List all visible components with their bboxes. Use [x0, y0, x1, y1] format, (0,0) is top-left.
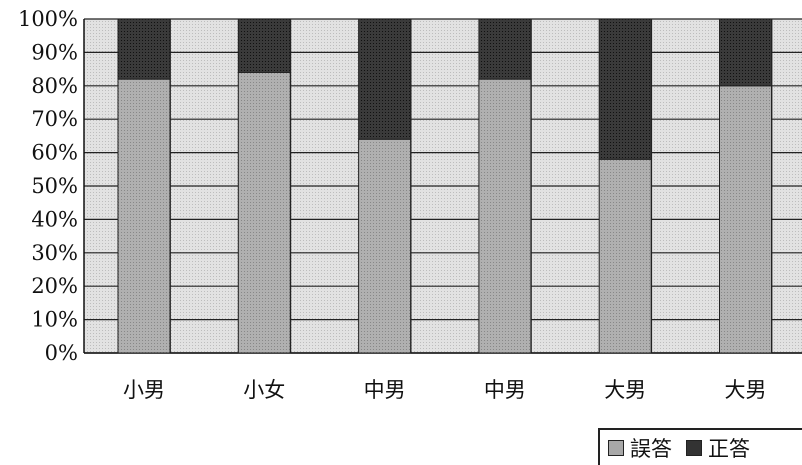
y-tick-label-0: 0% [45, 341, 78, 365]
x-tick-label-0: 小男 [123, 378, 165, 402]
x-tick-label-2: 中男 [364, 378, 406, 402]
bar-2-series-1 [358, 18, 412, 140]
bar-1-series-1 [237, 18, 291, 73]
legend-item-series-0: 誤答 [608, 433, 672, 463]
y-tick-label-3: 30% [31, 241, 78, 265]
bar-5-series-0 [719, 85, 772, 354]
bar-5-series-1 [719, 18, 772, 87]
x-tick-label-1: 小女 [243, 378, 285, 402]
bar-1-series-0 [237, 71, 291, 354]
y-tick-label-8: 80% [31, 74, 78, 98]
bar-3-series-1 [478, 18, 532, 80]
y-axis: 0% 10% 20% 30% 40% 50% 60% 70% 80% 90% 100% [18, 7, 802, 365]
bar-4-series-1 [598, 18, 652, 160]
y-tick-label-4: 40% [31, 207, 78, 231]
legend-item-series-1: 正答 [686, 433, 750, 463]
legend-label-series-0: 誤答 [630, 436, 672, 461]
x-tick-label-4: 大男 [604, 378, 646, 402]
y-tick-label-9: 90% [31, 40, 78, 64]
bar-3-series-0 [478, 78, 532, 354]
bar-2-series-0 [358, 138, 412, 354]
x-tick-label-5: 大男 [725, 378, 767, 402]
bar-0-series-1 [117, 18, 171, 80]
legend-swatch-series-1 [686, 439, 702, 456]
legend-label-series-1: 正答 [708, 436, 750, 461]
y-tick-label-2: 20% [31, 274, 78, 298]
bar-4-series-0 [598, 158, 652, 354]
legend-swatch-series-0 [608, 439, 624, 456]
y-tick-label-1: 10% [31, 308, 78, 332]
y-tick-label-10: 100% [18, 7, 78, 31]
bars [117, 18, 772, 354]
bar-0-series-0 [117, 78, 171, 354]
y-tick-label-5: 50% [31, 174, 78, 198]
x-axis: 小男 小女 中男 中男 大男 大男 [123, 378, 767, 402]
x-tick-label-3: 中男 [484, 378, 526, 402]
legend: 誤答 正答 [598, 428, 802, 465]
y-tick-label-6: 60% [31, 141, 78, 165]
y-tick-label-7: 70% [31, 107, 78, 131]
